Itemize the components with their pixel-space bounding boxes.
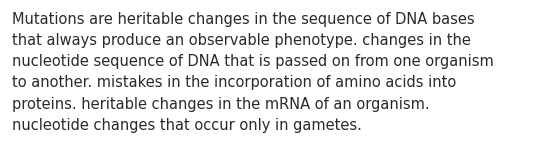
Text: Mutations are heritable changes in the sequence of DNA bases
that always produce: Mutations are heritable changes in the s… [12, 12, 494, 133]
